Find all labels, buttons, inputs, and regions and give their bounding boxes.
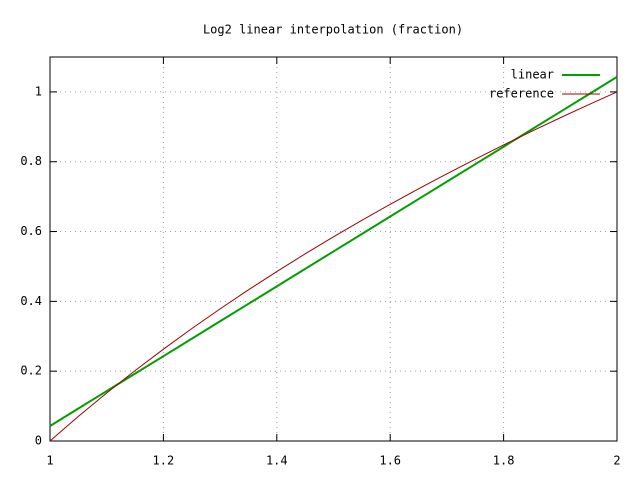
x-tick-label: 1.8 [493,454,515,468]
x-tick-label: 1.6 [379,454,401,468]
y-tick-label: 0 [35,434,42,448]
chart-title: Log2 linear interpolation (fraction) [203,23,463,37]
plot-frame [49,56,618,442]
line-series [49,76,618,427]
x-tick-label: 1.4 [266,454,288,468]
x-tick-label: 1 [46,454,53,468]
y-tick-label: 0.2 [20,364,42,378]
x-tick-label: 2 [613,454,620,468]
y-tick-label: 1 [35,84,42,98]
line-series [49,91,618,442]
legend-label: reference [489,87,554,101]
y-tick-label: 0.8 [20,154,42,168]
y-tick-label: 0.6 [20,224,42,238]
legend-label: linear [511,68,554,82]
y-tick-label: 0.4 [20,294,42,308]
x-tick-label: 1.2 [153,454,175,468]
